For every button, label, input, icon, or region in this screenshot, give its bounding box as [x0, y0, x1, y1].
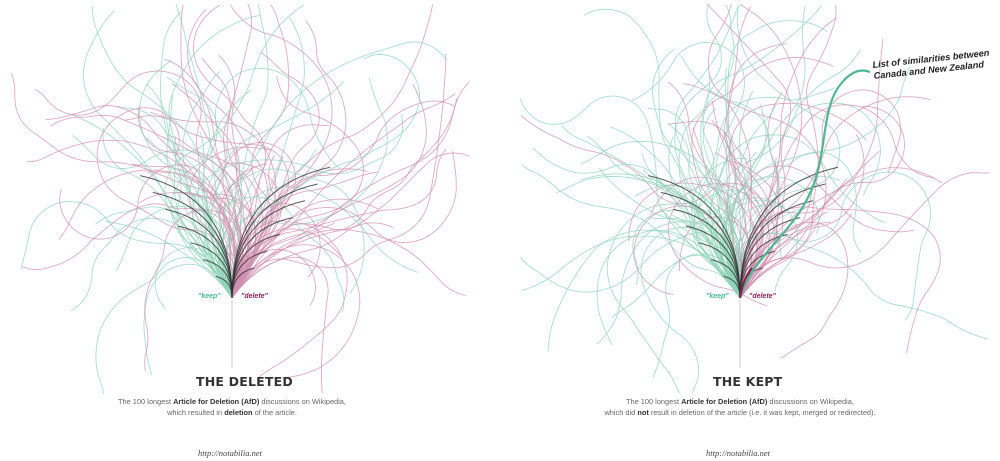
discussion-path	[231, 229, 466, 299]
deleted-discussion-tree	[10, 3, 470, 395]
discussion-path	[683, 83, 827, 299]
discussion-path	[58, 169, 237, 299]
highlighted-discussion-path	[738, 69, 871, 299]
discussion-path	[231, 98, 458, 299]
discussion-path	[146, 171, 239, 299]
trunk-arc	[140, 175, 233, 299]
discussion-path	[225, 54, 421, 299]
kept-discussion-tree	[519, 3, 990, 394]
kept-site-link[interactable]: http://notabilia.net	[706, 448, 770, 458]
discussion-path	[667, 120, 753, 299]
kept-panel-title: THE KEPT	[713, 374, 783, 389]
discussion-path	[674, 5, 741, 299]
trunk-arc	[231, 166, 331, 299]
discussion-path	[143, 263, 233, 375]
discussion-path	[231, 100, 456, 299]
discussion-path	[739, 134, 865, 299]
discussion-path	[580, 173, 741, 299]
discussion-path	[105, 220, 233, 299]
discussion-path	[34, 70, 234, 299]
discussion-path	[739, 104, 934, 299]
discussion-path	[667, 183, 768, 307]
discussion-path	[671, 214, 741, 299]
discussion-path	[519, 95, 741, 299]
deleted-panel-title: THE DELETED	[196, 374, 293, 389]
discussion-path	[137, 106, 249, 299]
discussion-path	[723, 5, 778, 299]
discussion-path	[95, 206, 233, 299]
discussion-path	[739, 206, 941, 354]
discussion-path	[192, 113, 404, 299]
discussion-path	[231, 228, 342, 299]
discussion-path	[587, 135, 741, 299]
discussion-path	[96, 107, 235, 299]
discussion-path	[231, 20, 347, 299]
kept-keep-label: "keep"	[706, 293, 729, 300]
discussion-path	[203, 196, 345, 313]
discussion-path	[707, 3, 752, 299]
deleted-keep-label: "keep"	[198, 293, 221, 300]
discussion-path	[652, 49, 741, 299]
discussion-path	[231, 220, 348, 379]
discussion-path	[231, 54, 447, 299]
discussion-path	[521, 235, 741, 299]
discussion-path	[116, 105, 233, 299]
discussion-path	[82, 9, 233, 299]
discussion-path	[700, 5, 823, 299]
discussion-path	[739, 221, 849, 359]
discussion-path	[231, 81, 470, 299]
discussion-path	[532, 147, 741, 299]
discussion-path	[231, 222, 394, 299]
deleted-panel-description: The 100 longest Article for Deletion (Af…	[118, 397, 346, 417]
discussion-path	[521, 164, 741, 299]
discussion-path	[225, 162, 282, 299]
discussion-path	[45, 105, 234, 299]
discussion-path	[739, 17, 837, 299]
deleted-site-link[interactable]: http://notabilia.net	[198, 448, 262, 458]
discussion-path	[231, 4, 434, 299]
kept-delete-label: "delete"	[749, 293, 776, 300]
discussion-path	[193, 4, 266, 299]
discussion-path	[222, 77, 388, 299]
discussion-path	[739, 177, 848, 299]
discussion-path	[725, 20, 828, 299]
discussion-path	[547, 229, 741, 352]
discussion-path	[733, 171, 932, 321]
discussion-path	[231, 171, 379, 299]
discussion-path	[739, 213, 853, 299]
highlighted-path-start	[738, 267, 753, 299]
discussion-path	[693, 87, 836, 299]
deleted-delete-label: "delete"	[241, 293, 268, 300]
discussion-path	[91, 6, 233, 299]
discussion-path	[724, 105, 776, 299]
discussion-path	[231, 83, 427, 299]
discussion-path	[208, 41, 448, 299]
discussion-path	[150, 111, 277, 299]
kept-panel-description: The 100 longest Article for Deletion (Af…	[604, 397, 876, 417]
discussion-path	[728, 102, 867, 299]
discussion-path	[10, 72, 243, 299]
discussion-path	[610, 126, 741, 299]
trunk-arc	[648, 175, 741, 299]
discussion-path	[230, 159, 243, 299]
discussion-path	[668, 136, 741, 299]
discussion-path	[737, 66, 911, 299]
